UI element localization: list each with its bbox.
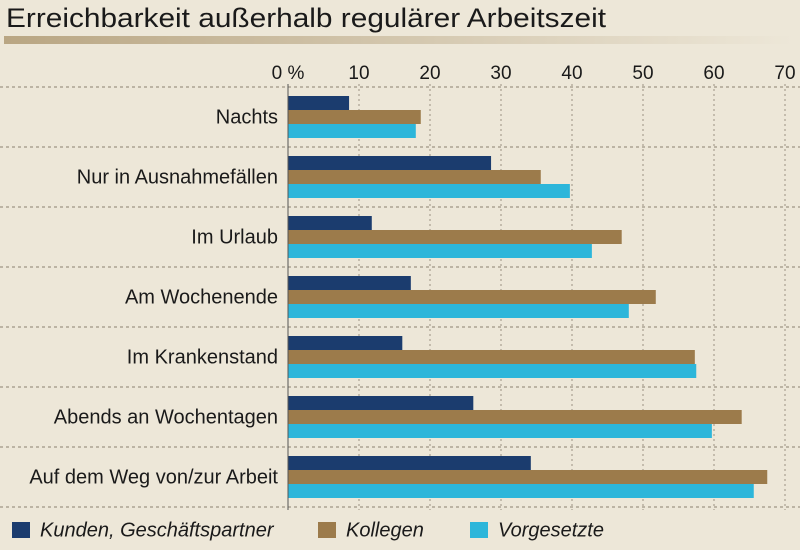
bar xyxy=(288,184,570,198)
bar xyxy=(288,124,416,138)
bar xyxy=(288,156,492,170)
bar xyxy=(288,364,697,378)
y-tick-label: Nachts xyxy=(216,106,278,128)
bar xyxy=(288,484,754,498)
y-tick-label: Nur in Ausnahmefällen xyxy=(77,166,278,188)
x-tick-label: 30 xyxy=(490,63,511,84)
y-tick-label: Im Krankenstand xyxy=(127,346,278,368)
bar xyxy=(288,170,541,184)
bar xyxy=(288,336,403,350)
bar xyxy=(288,110,421,124)
bar xyxy=(288,410,742,424)
legend-swatch xyxy=(470,522,488,538)
legend-label: Kollegen xyxy=(346,519,424,541)
chart-title: Erreichbarkeit außerhalb regulärer Arbei… xyxy=(6,3,607,33)
x-tick-label: 10 xyxy=(348,63,369,84)
y-tick-label: Am Wochenende xyxy=(125,286,278,308)
bar xyxy=(288,470,768,484)
bar xyxy=(288,424,712,438)
y-tick-label: Abends an Wochentagen xyxy=(54,406,278,428)
title-underline xyxy=(4,36,794,44)
x-tick-label: 60 xyxy=(703,63,724,84)
x-tick-label: 20 xyxy=(419,63,440,84)
legend-label: Kunden, Geschäftspartner xyxy=(40,519,275,541)
bar xyxy=(288,350,695,364)
bar xyxy=(288,230,622,244)
legend-swatch xyxy=(12,522,30,538)
x-tick-label: 50 xyxy=(632,63,653,84)
bar xyxy=(288,290,656,304)
legend-label: Vorgesetzte xyxy=(498,519,604,541)
y-tick-label: Im Urlaub xyxy=(191,226,278,248)
x-tick-label: 40 xyxy=(561,63,582,84)
bar xyxy=(288,276,411,290)
bar xyxy=(288,396,474,410)
x-tick-label: 70 xyxy=(774,63,795,84)
bar xyxy=(288,96,350,110)
y-tick-label: Auf dem Weg von/zur Arbeit xyxy=(29,466,278,488)
x-tick-label: 0 % xyxy=(272,63,305,84)
bar xyxy=(288,304,629,318)
bar xyxy=(288,216,372,230)
bar xyxy=(288,244,592,258)
bar xyxy=(288,456,531,470)
legend-swatch xyxy=(318,522,336,538)
